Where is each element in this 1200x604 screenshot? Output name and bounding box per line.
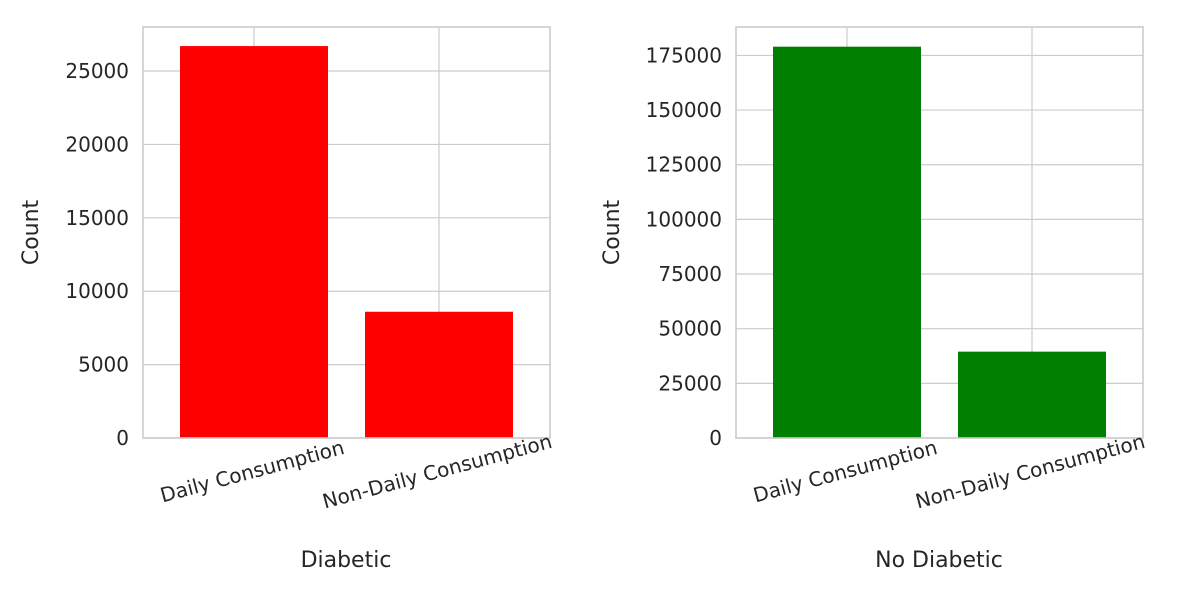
bar-daily-consumption xyxy=(773,46,921,438)
y-tick-label: 25000 xyxy=(658,371,722,395)
y-tick-label: 125000 xyxy=(646,153,722,177)
y-tick-label: 5000 xyxy=(78,353,129,377)
chart-panel-2: 0 25000 50000 75000 100000 125000 150000 175000… xyxy=(600,26,1148,573)
x-tick-label: Daily Consumption xyxy=(158,435,347,507)
y-tick-label: 10000 xyxy=(65,279,129,303)
x-tick-label: Non-Daily Consumption xyxy=(320,429,555,513)
plot-frame xyxy=(735,26,1144,439)
y-tick-label: 150000 xyxy=(646,98,722,122)
y-tick-label: 0 xyxy=(709,426,722,450)
x-tick-label: Daily Consumption xyxy=(751,435,940,507)
y-tick-label: 25000 xyxy=(65,59,129,83)
y-tick-label: 20000 xyxy=(65,132,129,156)
plot-frame xyxy=(142,26,551,439)
y-tick-label: 50000 xyxy=(658,317,722,341)
y-tick-label: 75000 xyxy=(658,262,722,286)
y-tick-label: 100000 xyxy=(646,207,722,231)
y-tick-label: 0 xyxy=(116,426,129,450)
x-axis-label: Diabetic xyxy=(301,548,392,573)
y-tick-label: 15000 xyxy=(65,206,129,230)
chart-panel-1: 0 5000 10000 15000 20000 25000 Daily Consumpti… xyxy=(19,26,555,573)
y-axis-label: Count xyxy=(19,199,44,265)
x-tick-label: Non-Daily Consumption xyxy=(913,429,1148,513)
bar-non-daily-consumption xyxy=(958,351,1106,438)
y-axis-label: Count xyxy=(600,199,625,265)
y-tick-label: 175000 xyxy=(646,43,722,67)
bar-non-daily-consumption xyxy=(365,311,513,438)
x-axis-label: No Diabetic xyxy=(875,548,1003,573)
bar-daily-consumption xyxy=(180,46,328,438)
